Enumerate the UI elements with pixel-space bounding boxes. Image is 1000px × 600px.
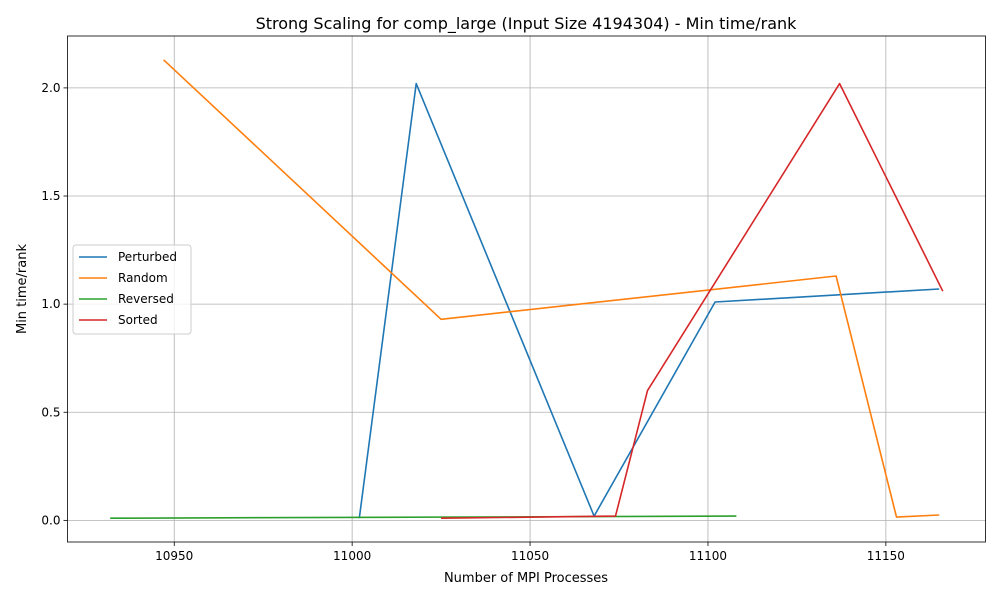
plot-frame — [67, 35, 986, 543]
x-tick-label: 11100 — [689, 549, 727, 563]
axis-ticks: 10950 11000 11050 11100 11150 0.0 0.5 1.0 1.5 2.0 — [41, 81, 905, 563]
legend-label-reversed: Reversed — [118, 292, 174, 306]
legend-label-sorted: Sorted — [118, 313, 158, 327]
series-line-sorted — [441, 82, 944, 519]
legend-label-perturbed: Perturbed — [118, 250, 177, 264]
legend-label-random: Random — [118, 271, 168, 285]
x-tick-label: 10950 — [155, 549, 193, 563]
x-tick-label: 11150 — [867, 549, 905, 563]
series-line-random — [163, 59, 940, 518]
x-tick-label: 11050 — [511, 549, 549, 563]
y-tick-label: 1.5 — [41, 189, 60, 203]
legend: Perturbed Random Reversed Sorted — [72, 244, 192, 335]
y-axis-label: Min time/rank — [15, 244, 30, 335]
y-tick-label: 2.0 — [41, 81, 60, 95]
x-tick-label: 11000 — [333, 549, 371, 563]
series-lines — [110, 59, 944, 520]
x-axis-label: Number of MPI Processes — [444, 571, 608, 586]
y-tick-label: 0.5 — [41, 405, 60, 419]
chart-title: Strong Scaling for comp_large (Input Siz… — [256, 14, 798, 34]
legend-box — [72, 244, 192, 335]
series-line-reversed — [110, 515, 737, 520]
y-tick-label: 1.0 — [41, 297, 60, 311]
y-tick-label: 0.0 — [41, 513, 60, 527]
grid — [67, 36, 986, 542]
